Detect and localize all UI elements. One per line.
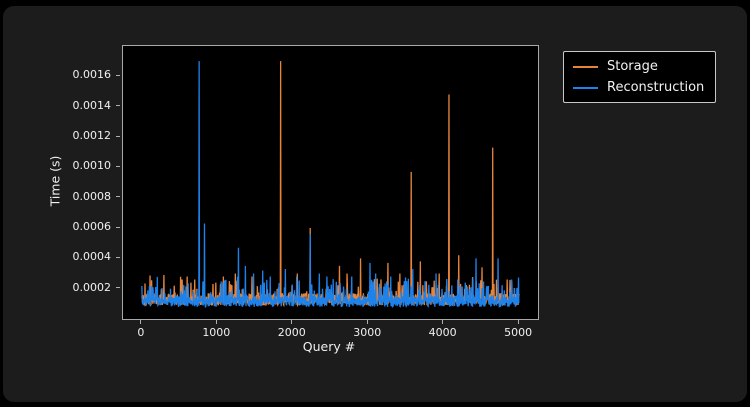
x-tick-mark — [366, 320, 368, 324]
y-tick-mark — [116, 287, 120, 289]
x-tick-label: 4000 — [428, 326, 457, 339]
x-tick-mark — [291, 320, 293, 324]
legend-label-storage: Storage — [607, 59, 658, 74]
x-tick-label: 2000 — [277, 326, 306, 339]
x-axis-label: Query # — [302, 339, 356, 354]
y-tick-mark — [116, 105, 120, 107]
x-tick-mark — [215, 320, 217, 324]
x-tick-label: 0 — [137, 326, 145, 339]
y-tick-label: 0.0016 — [72, 68, 112, 82]
figure-panel: 0 1000 2000 3000 4000 5000 0.0002 0.0004 0.0006 0… — [3, 6, 747, 402]
y-tick-mark — [116, 256, 120, 258]
x-tick-mark — [517, 320, 519, 324]
y-tick-label: 0.0006 — [72, 220, 112, 233]
series-line-reconstruction — [141, 61, 520, 309]
legend: Storage Reconstruction — [563, 51, 717, 103]
x-tick-mark — [140, 320, 142, 324]
x-tick-label: 1000 — [202, 326, 231, 339]
x-tick-label: 3000 — [353, 326, 382, 339]
y-tick-label: 0.0004 — [72, 250, 112, 264]
y-tick-mark — [116, 74, 120, 76]
y-tick-mark — [116, 196, 120, 198]
y-axis-label: Time (s) — [47, 155, 63, 207]
y-tick-label: 0.0010 — [72, 159, 112, 173]
x-tick-mark — [442, 320, 444, 324]
plot-area — [122, 45, 539, 320]
legend-entry-reconstruction: Reconstruction — [573, 80, 704, 95]
y-tick-mark — [116, 165, 120, 167]
legend-label-reconstruction: Reconstruction — [607, 80, 705, 95]
reconstruction-line-swatch — [573, 86, 598, 89]
x-tick-label: 5000 — [504, 326, 533, 339]
y-tick-label: 0.0002 — [72, 280, 112, 294]
legend-entry-storage: Storage — [573, 59, 704, 74]
storage-line-swatch — [573, 65, 598, 68]
y-tick-mark — [116, 135, 120, 137]
line-chart — [141, 61, 520, 309]
y-tick-label: 0.0014 — [72, 98, 112, 112]
y-tick-mark — [116, 226, 120, 228]
y-tick-label: 0.0008 — [72, 189, 112, 203]
y-tick-label: 0.0012 — [72, 129, 112, 142]
